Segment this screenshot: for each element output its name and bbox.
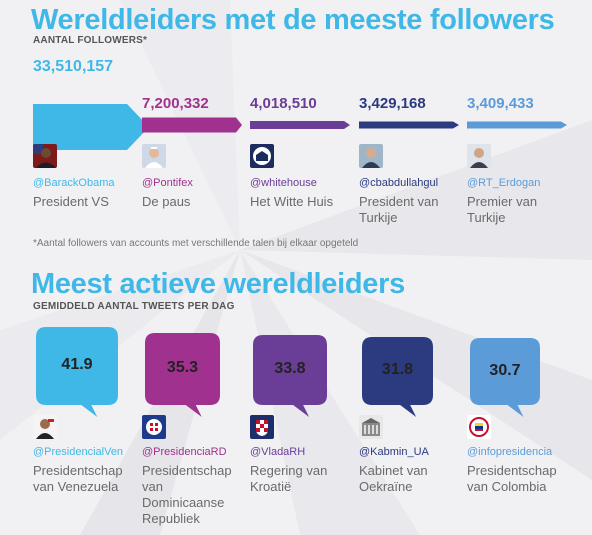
tweet-description: Presidentschap van Venezuela (33, 463, 123, 494)
follower-value: 7,200,332 (142, 95, 209, 112)
tweet-value: 30.7 (489, 361, 521, 379)
kabmin-building-icon (359, 415, 383, 439)
tweet-handle: @VladaRH (250, 446, 306, 458)
tweet-bubble (36, 327, 118, 417)
chart-title-active: Meest actieve wereldleiders (31, 268, 405, 300)
tweet-value: 33.8 (274, 360, 306, 377)
follower-handle: @Pontifex (142, 177, 193, 189)
maduro-portrait-icon (33, 415, 57, 439)
obama-portrait-icon (33, 144, 57, 168)
follower-bar (250, 121, 350, 129)
tweet-description: Presidentschap van Colombia (467, 463, 557, 494)
tweet-description: Presidentschap van Dominicaanse Republie… (142, 463, 232, 526)
follower-bar (467, 121, 567, 129)
tweet-value: 41.9 (61, 356, 93, 373)
footnote: *Aantal followers van accounts met versc… (33, 238, 359, 249)
tweet-bubble (253, 335, 327, 417)
follower-description: De paus (142, 194, 191, 209)
tweet-handle: @PresidenciaRD (142, 446, 227, 458)
tweet-handle: @PresidencialVen (33, 446, 124, 458)
follower-handle: @whitehouse (250, 177, 317, 189)
gul-portrait-icon (359, 144, 383, 168)
tweet-bubble (362, 337, 433, 417)
tweet-value: 35.3 (166, 359, 199, 376)
follower-value: 3,409,433 (467, 95, 534, 112)
tweet-value: 31.8 (381, 361, 414, 378)
follower-description: President van Turkije (359, 194, 439, 225)
tweets-bubbles (36, 327, 540, 417)
follower-description: Premier van Turkije (467, 194, 538, 225)
follower-description: Het Witte Huis (250, 194, 334, 209)
follower-value: 3,429,168 (359, 95, 426, 112)
tweet-bubble (145, 333, 220, 417)
pope-portrait-icon (142, 144, 166, 168)
tweet-description: Kabinet van Oekraïne (359, 463, 428, 494)
followers-bars (33, 104, 567, 150)
dominican-seal-icon (142, 415, 166, 439)
erdogan-portrait-icon (467, 144, 491, 168)
chart-subtitle-followers: AANTAL FOLLOWERS* (33, 35, 148, 46)
follower-description: President VS (33, 194, 109, 209)
chart-subtitle-active: GEMIDDELD AANTAL TWEETS PER DAG (33, 301, 235, 312)
follower-value: 4,018,510 (250, 95, 317, 112)
tweet-handle: @Kabmin_UA (359, 446, 429, 458)
tweet-handle: @infopresidencia (467, 446, 553, 458)
follower-handle: @cbabdullahgul (359, 177, 439, 189)
follower-bar (142, 117, 242, 133)
colombia-seal-icon (467, 415, 491, 439)
follower-bar (359, 121, 459, 129)
follower-handle: @BarackObama (33, 177, 115, 189)
tweet-description: Regering van Kroatië (250, 463, 328, 494)
follower-bar (33, 104, 149, 150)
chart-title-followers: Wereldleiders met de meeste followers (31, 4, 555, 36)
follower-handle: @RT_Erdogan (467, 177, 541, 189)
white-house-seal-icon (250, 144, 274, 168)
croatia-shield-icon (250, 415, 274, 439)
follower-value: 33,510,157 (33, 58, 114, 75)
tweet-bubble (470, 338, 540, 417)
